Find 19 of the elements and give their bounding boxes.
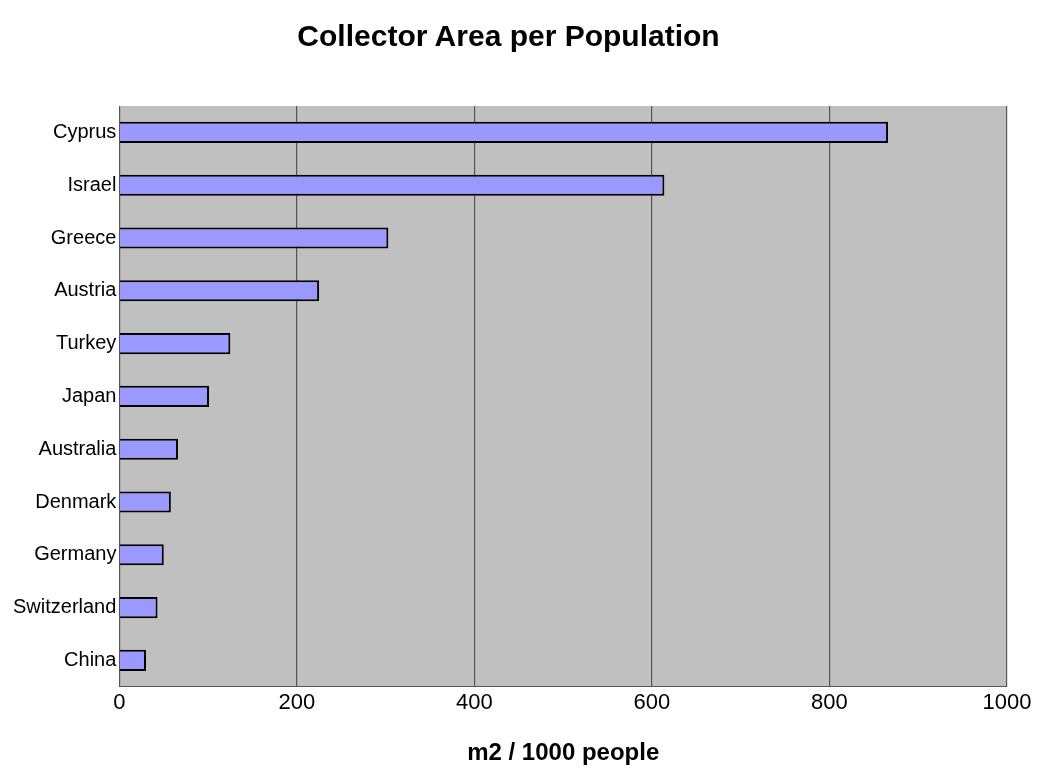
chart-title: Collector Area per Population (297, 19, 720, 53)
x-tick-label: 200 (278, 689, 316, 715)
x-tick-label: 800 (811, 689, 848, 715)
y-tick-label: Turkey (55, 331, 117, 354)
y-tick-label: China (64, 647, 118, 670)
y-tick-label: Israel (67, 172, 117, 195)
y-tick-label: Australia (38, 436, 118, 459)
y-tick-label: Cyprus (53, 119, 117, 142)
y-tick-label: Denmark (35, 489, 118, 512)
x-tick-label: 400 (456, 689, 493, 715)
x-tick-label: 1000 (982, 689, 1032, 715)
y-tick-label: Switzerland (12, 595, 117, 618)
y-tick-label: Greece (50, 225, 117, 248)
y-tick-label: Germany (34, 542, 117, 565)
y-tick-label: Japan (61, 383, 117, 406)
y-tick-label: Austria (54, 278, 118, 301)
x-tick-label: 600 (633, 689, 671, 715)
x-axis-title: m2 / 1000 people (467, 738, 660, 766)
x-tick-label: 0 (113, 689, 126, 715)
